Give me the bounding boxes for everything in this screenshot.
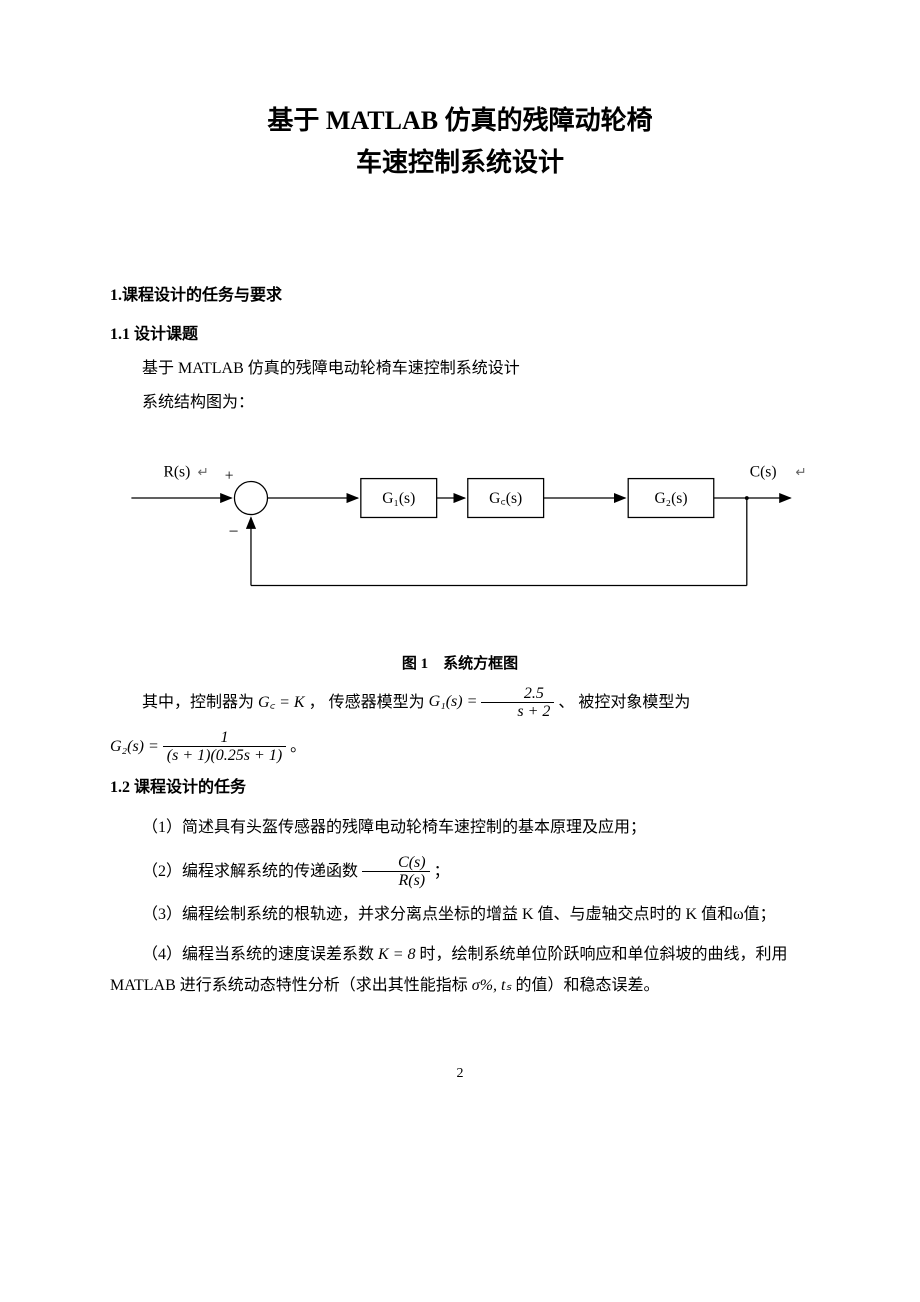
task-2-pre: （2）编程求解系统的传递函数 [142, 863, 358, 880]
task-2-fraction: C(s) R(s) [362, 854, 430, 890]
eq-g2-frac: 1 (s + 1)(0.25s + 1) [163, 729, 286, 765]
input-label: R(s) [163, 463, 190, 480]
eq-g1-den: s + 2 [481, 703, 554, 721]
para-structure-intro: 系统结构图为： [110, 388, 810, 418]
task-4-k: K = 8 [378, 946, 415, 963]
section-1-2-head: 1.2 课程设计的任务 [110, 773, 810, 803]
eq-g2-lhs: G₂(s) = [110, 738, 159, 755]
eq-plant-pre: 、 被控对象模型为 [558, 693, 690, 710]
equation-paragraph: 其中，控制器为 G꜀ = K ， 传感器模型为 G₁(s) = 2.5 s + … [110, 685, 810, 721]
eq-g1-frac: 2.5 s + 2 [481, 685, 554, 721]
task-3: （3）编程绘制系统的根轨迹，并求分离点坐标的增益 K 值、与虚轴交点时的 K 值… [110, 900, 810, 930]
system-block-diagram: R(s) ↵ + − G₁(s) G꜀(s) G₂(s) C(s) ↵ [110, 439, 810, 640]
eq-intro-pre: 其中，控制器为 [142, 693, 254, 710]
task-3-text: （3）编程绘制系统的根轨迹，并求分离点坐标的增益 K 值、与虚轴交点时的 K 值… [142, 906, 776, 923]
page-number: 2 [110, 1061, 810, 1088]
task-4-mid2: 的值）和稳态误差。 [515, 977, 659, 994]
task-1: （1）简述具有头盔传感器的残障电动轮椅车速控制的基本原理及应用； [110, 813, 810, 843]
eq-gc: G꜀ = K [258, 693, 305, 710]
input-marker-icon: ↵ [198, 464, 209, 479]
eq-g1-num: 2.5 [481, 685, 554, 704]
title-line-2: 车速控制系统设计 [110, 142, 810, 184]
plus-sign: + [225, 467, 234, 484]
block-g1-label: G₁(s) [382, 490, 415, 507]
summing-junction [234, 481, 267, 514]
output-marker-icon: ↵ [795, 464, 806, 479]
minus-sign: − [229, 521, 239, 541]
output-label: C(s) [750, 463, 777, 480]
block-diagram-svg: R(s) ↵ + − G₁(s) G꜀(s) G₂(s) C(s) ↵ [110, 439, 810, 629]
block-gc-label: G꜀(s) [489, 490, 522, 507]
figure-1-caption: 图 1 系统方框图 [110, 650, 810, 679]
task-2-post: ； [434, 863, 450, 880]
task-4: （4）编程当系统的速度误差系数 K = 8 时，绘制系统单位阶跃响应和单位斜坡的… [110, 940, 810, 1001]
para-design-topic: 基于 MATLAB 仿真的残障电动轮椅车速控制系统设计 [110, 354, 810, 384]
task-4-sigma: σ%, tₛ [472, 977, 512, 994]
eq-g1-lhs: G₁(s) = [429, 693, 478, 710]
eq-g2-den: (s + 1)(0.25s + 1) [163, 747, 286, 765]
section-1-1-head: 1.1 设计课题 [110, 320, 810, 350]
task-2: （2）编程求解系统的传递函数 C(s) R(s) ； [110, 854, 810, 890]
section-1-head: 1.课程设计的任务与要求 [110, 281, 810, 311]
task-2-den: R(s) [362, 872, 430, 890]
block-g2-label: G₂(s) [654, 490, 687, 507]
eq-sensor-pre: ， 传感器模型为 [309, 693, 425, 710]
task-4-pre: （4）编程当系统的速度误差系数 [142, 946, 374, 963]
title-line-1: 基于 MATLAB 仿真的残障动轮椅 [110, 100, 810, 142]
eq-g2-block: G₂(s) = 1 (s + 1)(0.25s + 1) 。 [110, 729, 810, 765]
eq-period: 。 [290, 738, 306, 755]
eq-g2-num: 1 [163, 729, 286, 748]
task-2-num: C(s) [362, 854, 430, 873]
